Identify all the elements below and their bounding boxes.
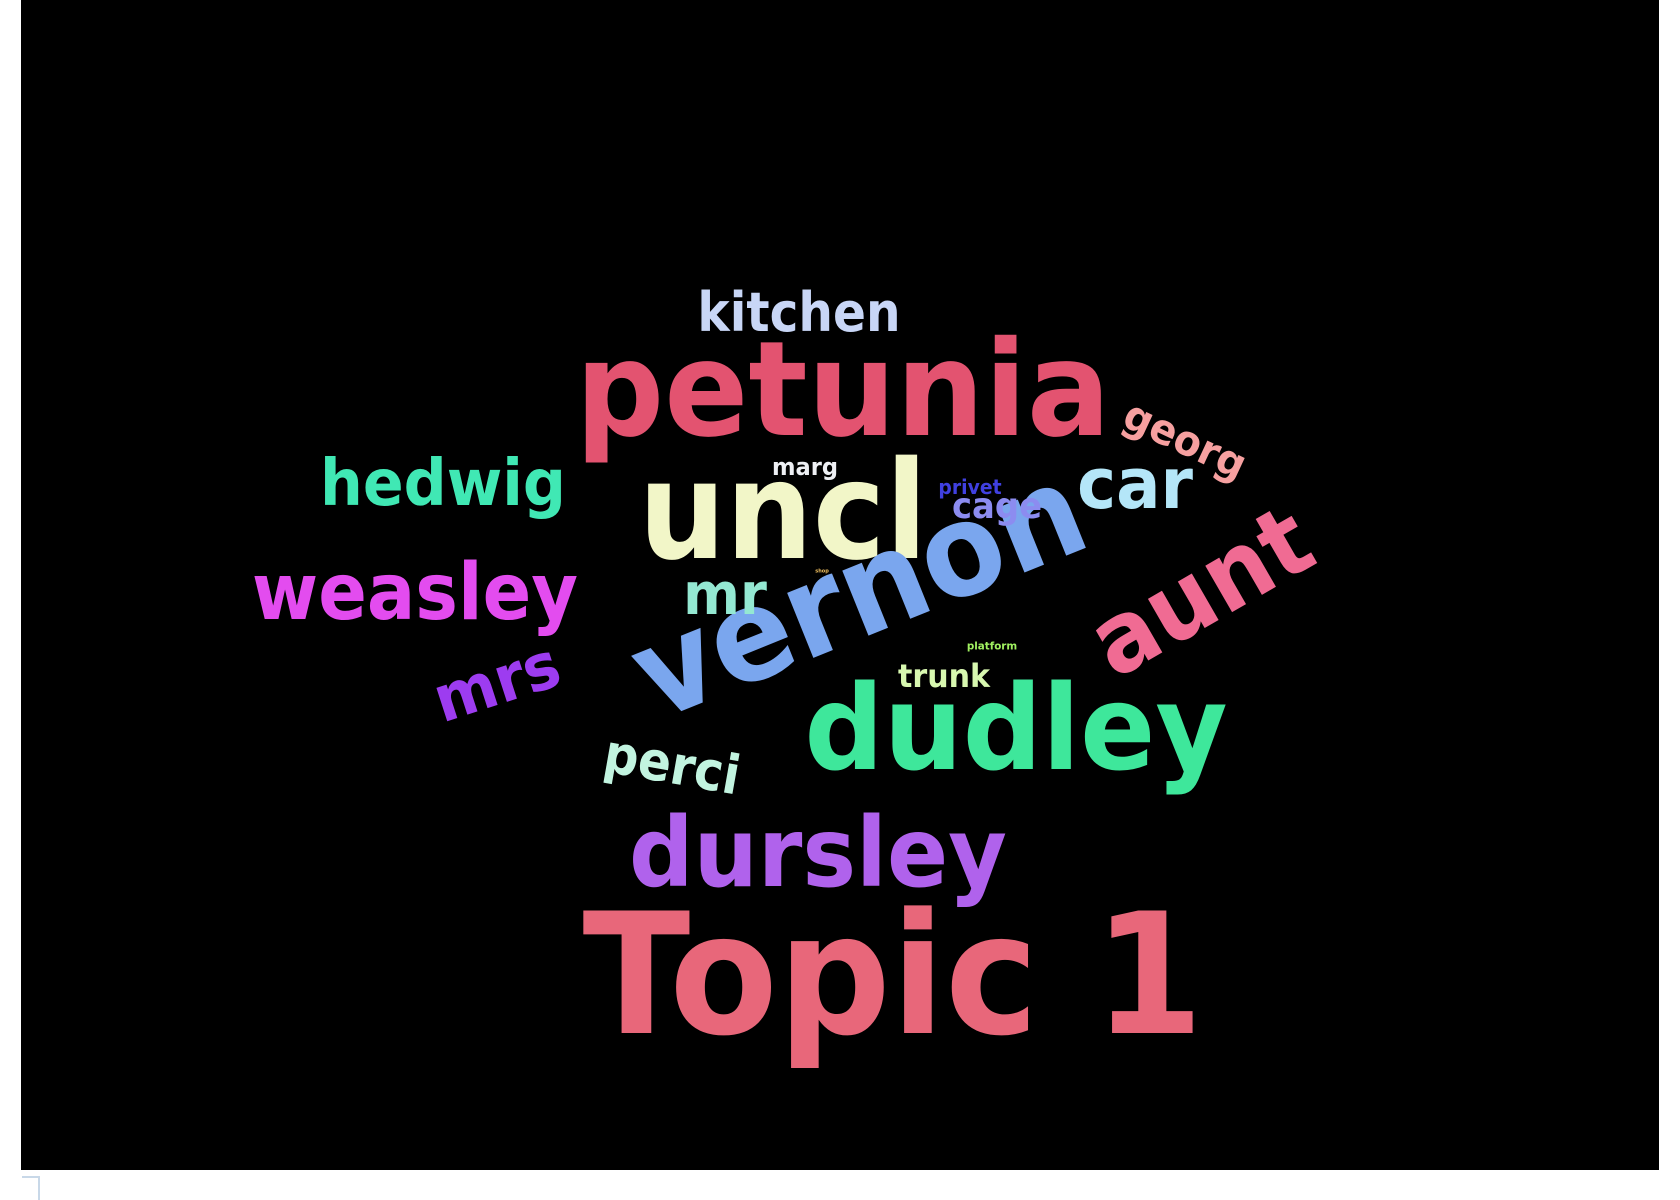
word-shop: shop	[815, 568, 829, 575]
word-petunia: petunia	[575, 313, 1111, 467]
word-privet: privet	[938, 475, 1002, 499]
word-car: car	[1077, 443, 1193, 525]
word-mr: mr	[683, 560, 767, 628]
word-weasley: weasley	[251, 548, 579, 638]
resize-corner-mark	[22, 1176, 40, 1200]
word-topic: Topic 1	[582, 877, 1204, 1073]
word-hedwig: hedwig	[320, 447, 566, 521]
word-trunk: trunk	[897, 657, 991, 695]
word-platform: platform	[966, 639, 1018, 653]
wordcloud-canvas: Topic 1 petunia uncl vernon dudley dursl…	[21, 0, 1659, 1170]
word-uncl: uncl	[638, 433, 928, 591]
word-dursley: dursley	[628, 797, 1008, 909]
word-marg: marg	[771, 453, 839, 481]
word-cage: cage	[951, 486, 1043, 527]
word-perci: perci	[599, 721, 746, 808]
word-kitchen: kitchen	[697, 281, 901, 344]
word-mrs: mrs	[424, 628, 570, 738]
word-dudley: dudley	[804, 659, 1228, 797]
